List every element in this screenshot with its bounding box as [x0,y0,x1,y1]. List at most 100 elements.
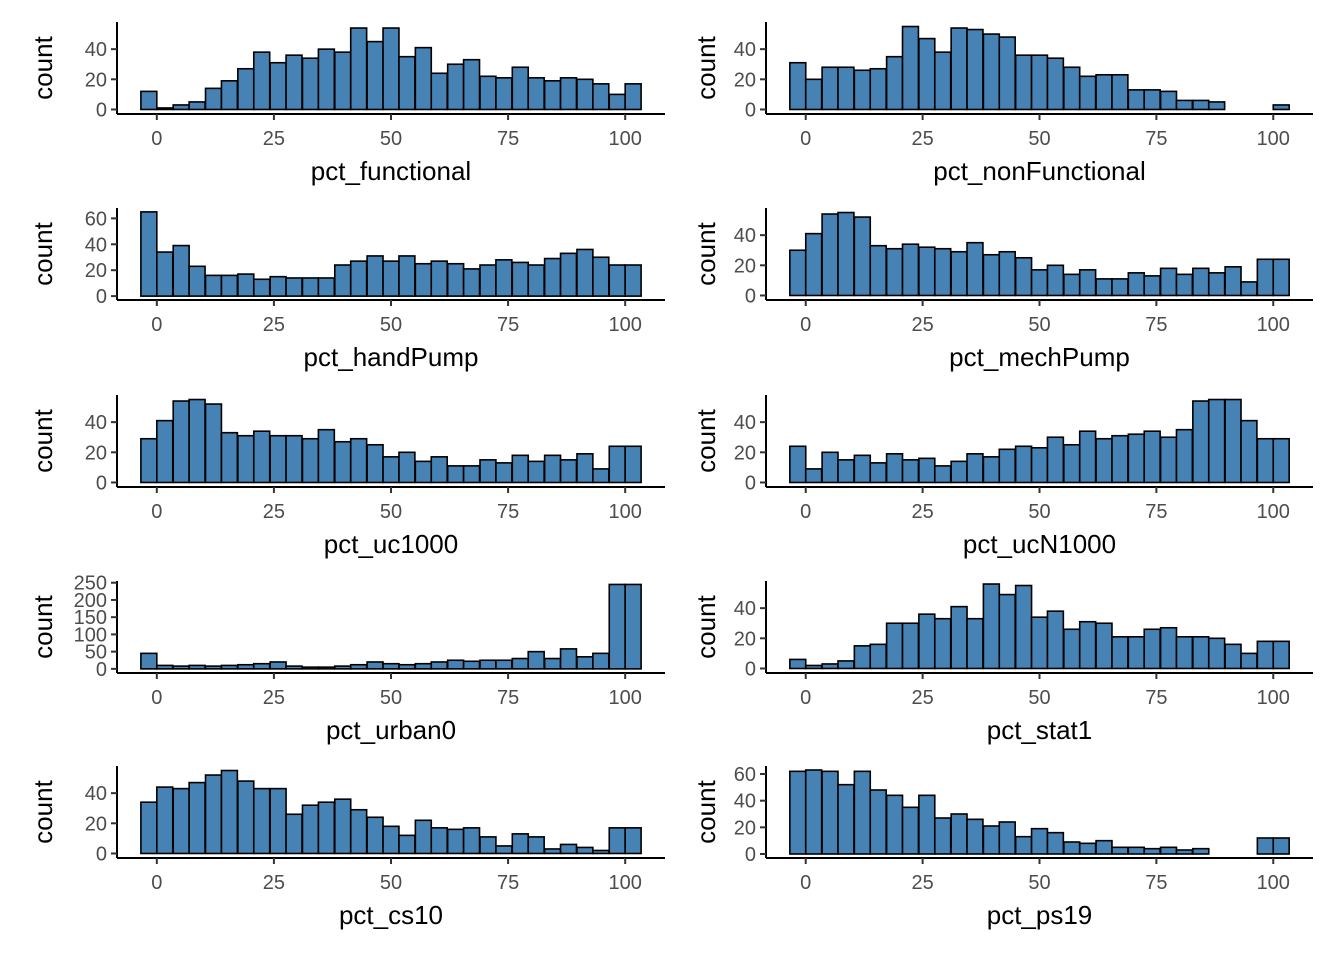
bar [446,465,465,484]
bar [1175,99,1194,111]
bar [237,434,255,484]
y-tick-label: 20 [734,442,756,464]
histogram-pct-handpump: 0 25 50 75 100 0 20 40 60 pct_handPump count [28,208,665,372]
y-axis-title: count [691,594,721,658]
x-tick-label: 50 [1028,501,1050,523]
bar [382,27,400,111]
bar [156,419,174,484]
bar [998,593,1016,670]
y-axis-title: count [691,221,721,285]
bar [837,66,855,111]
bar [204,774,223,855]
y-tick-label: 0 [96,843,107,865]
bar [853,216,872,297]
bar [608,827,626,855]
bar [430,260,448,297]
bar [479,75,497,111]
bar [804,468,823,484]
x-axis-title: pct_urban0 [326,715,456,745]
bar [366,816,384,855]
bar [382,825,400,855]
bar [1143,89,1161,111]
bar [1063,273,1081,297]
bar [333,440,352,484]
bar [982,253,1001,297]
bar [317,801,336,855]
bar [998,250,1016,297]
y-tick-label: 20 [734,69,756,91]
x-tick-label: 75 [497,501,519,523]
bar [982,456,1001,484]
bar [608,445,626,484]
bar [1175,273,1194,297]
bar [1192,400,1210,484]
bar [821,770,839,855]
x-tick-label: 100 [1257,314,1290,336]
bar [446,659,465,670]
bar [527,77,545,111]
bar [1095,622,1113,670]
bar [252,430,271,484]
bar [237,780,255,855]
x-tick-label: 100 [609,314,642,336]
bar [821,66,839,111]
bar [398,255,416,297]
bar [511,261,530,297]
bar [869,462,887,484]
bar [837,660,855,670]
bar [333,798,352,855]
bar [172,400,190,484]
bar [398,55,416,111]
x-tick-label: 100 [1257,501,1290,523]
bar [966,818,984,855]
y-tick-label: 40 [85,234,107,256]
bar [1192,99,1210,111]
bar [885,453,904,484]
bar [1046,264,1065,297]
x-tick-label: 0 [800,872,811,894]
histogram-pct-functional: 0 25 50 75 100 0 20 40 pct_functional count [28,22,665,186]
bar [527,264,545,297]
bar [543,80,562,111]
bar [1256,837,1275,855]
y-axis-title: count [691,408,721,472]
bar [821,213,839,297]
bar [366,40,384,111]
y-tick-label: 40 [734,225,756,247]
x-tick-label: 75 [497,872,519,894]
histogram-pct-nonfunctional: 0 25 50 75 100 0 20 40 pct_nonFunctional count [691,22,1313,186]
x-tick-label: 50 [1028,872,1050,894]
x-tick-label: 75 [1145,314,1167,336]
bar [301,666,320,670]
bar [1111,846,1129,855]
bar [918,794,936,855]
x-axis-title: pct_ps19 [987,900,1093,930]
bar [1030,616,1049,670]
bar [1159,436,1178,484]
bar [414,819,433,855]
x-tick-label: 25 [263,872,285,894]
bar [1014,445,1033,484]
bar [966,617,984,670]
bar [414,460,433,484]
y-tick-label: 20 [85,442,107,464]
bar [1272,837,1290,855]
x-tick-label: 100 [1257,687,1290,709]
bar [804,78,823,111]
bar [172,665,190,670]
bar [543,257,562,297]
y-tick-label: 40 [85,412,107,434]
bar [1127,272,1146,297]
bar [608,264,626,297]
bar [414,262,433,297]
x-tick-label: 100 [609,872,642,894]
bar [398,451,416,484]
bar [837,459,855,484]
bar [140,211,158,297]
bar [220,274,239,297]
x-tick-label: 75 [497,128,519,150]
bar [821,663,839,670]
bar [495,77,513,111]
bar [382,662,400,670]
